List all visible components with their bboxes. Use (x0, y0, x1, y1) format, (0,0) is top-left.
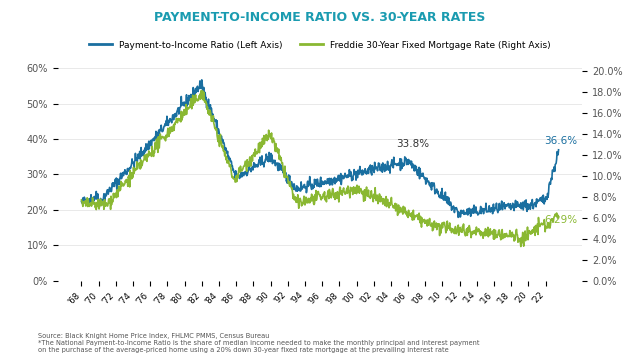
Freddie 30-Year Fixed Mortgage Rate (Right Axis) (459, 224, 467, 229)
Payment-to-Income Ratio (Left Axis) (555, 148, 563, 152)
Payment-to-Income Ratio (Left Axis) (454, 215, 462, 220)
Freddie 30-Year Fixed Mortgage Rate (Right Axis) (406, 212, 413, 216)
Freddie 30-Year Fixed Mortgage Rate (Right Axis) (198, 89, 205, 93)
Text: 6.29%: 6.29% (544, 215, 577, 225)
Payment-to-Income Ratio (Left Axis) (77, 199, 85, 203)
Payment-to-Income Ratio (Left Axis) (198, 78, 205, 82)
Text: Source: Black Knight Home Price Index, FHLMC PMMS, Census Bureau
*The National P: Source: Black Knight Home Price Index, F… (38, 333, 480, 353)
Payment-to-Income Ratio (Left Axis) (288, 181, 296, 185)
Payment-to-Income Ratio (Left Axis) (450, 206, 458, 210)
Text: 33.8%: 33.8% (396, 139, 429, 149)
Freddie 30-Year Fixed Mortgage Rate (Right Axis) (126, 168, 134, 173)
Payment-to-Income Ratio (Left Axis) (459, 211, 467, 215)
Text: 36.6%: 36.6% (544, 136, 577, 146)
Freddie 30-Year Fixed Mortgage Rate (Right Axis) (77, 198, 85, 202)
Freddie 30-Year Fixed Mortgage Rate (Right Axis) (517, 244, 525, 249)
Line: Freddie 30-Year Fixed Mortgage Rate (Right Axis): Freddie 30-Year Fixed Mortgage Rate (Rig… (81, 91, 559, 247)
Payment-to-Income Ratio (Left Axis) (406, 161, 413, 166)
Freddie 30-Year Fixed Mortgage Rate (Right Axis) (271, 146, 278, 150)
Line: Payment-to-Income Ratio (Left Axis): Payment-to-Income Ratio (Left Axis) (81, 80, 559, 217)
Freddie 30-Year Fixed Mortgage Rate (Right Axis) (450, 231, 458, 235)
Payment-to-Income Ratio (Left Axis) (271, 158, 278, 162)
Text: PAYMENT-TO-INCOME RATIO VS. 30-YEAR RATES: PAYMENT-TO-INCOME RATIO VS. 30-YEAR RATE… (154, 11, 486, 24)
Legend: Payment-to-Income Ratio (Left Axis), Freddie 30-Year Fixed Mortgage Rate (Right : Payment-to-Income Ratio (Left Axis), Fre… (86, 37, 554, 53)
Payment-to-Income Ratio (Left Axis) (126, 165, 134, 170)
Freddie 30-Year Fixed Mortgage Rate (Right Axis) (555, 215, 563, 219)
Freddie 30-Year Fixed Mortgage Rate (Right Axis) (288, 186, 296, 190)
